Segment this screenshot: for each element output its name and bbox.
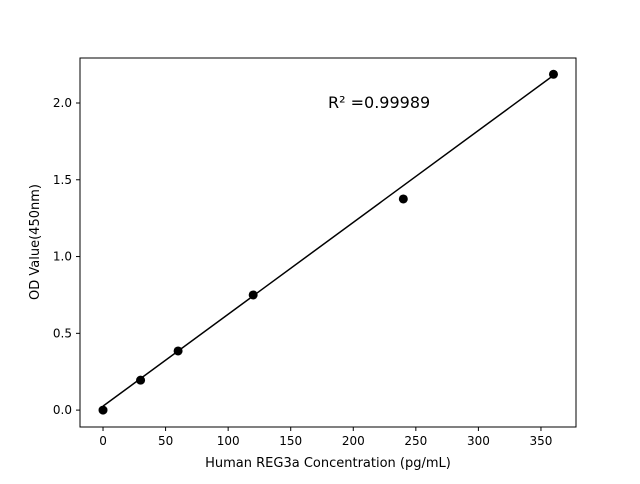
y-tick-label: 1.0 (53, 250, 72, 264)
y-tick-label: 2.0 (53, 96, 72, 110)
y-tick-label: 0.5 (53, 326, 72, 340)
x-tick-label: 50 (158, 434, 173, 448)
y-axis-label: OD Value(450nm) (28, 184, 43, 300)
plot-frame (79, 57, 577, 428)
x-tick-label: 0 (99, 434, 107, 448)
y-tick-label: 0.0 (53, 403, 72, 417)
data-point (548, 69, 558, 79)
x-tick-label: 350 (530, 434, 553, 448)
data-point (398, 194, 408, 204)
x-tick-label: 200 (342, 434, 365, 448)
x-tick-label: 150 (279, 434, 302, 448)
r-squared-annotation: R² =0.99989 (328, 93, 430, 112)
data-point (98, 405, 108, 415)
data-point (248, 290, 258, 300)
data-point (173, 346, 183, 356)
x-tick-label: 300 (467, 434, 490, 448)
x-axis-label: Human REG3a Concentration (pg/mL) (205, 456, 451, 471)
data-point (136, 375, 146, 385)
y-tick-label: 1.5 (53, 173, 72, 187)
x-tick-label: 250 (404, 434, 427, 448)
fit-line (102, 74, 554, 407)
x-tick-label: 100 (217, 434, 240, 448)
